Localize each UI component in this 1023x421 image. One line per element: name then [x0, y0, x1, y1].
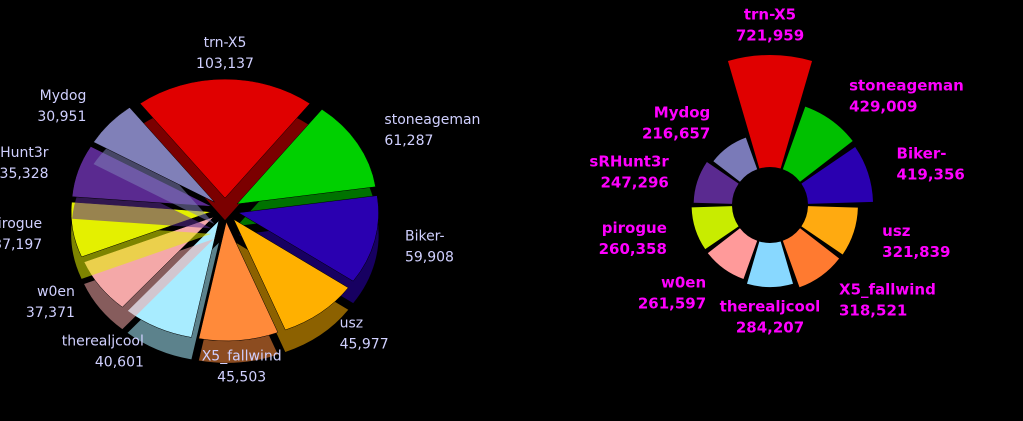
value-label: 429,009 — [849, 98, 917, 116]
value-label: 419,356 — [897, 165, 965, 183]
value-label: 45,977 — [340, 336, 389, 352]
value-label: 216,657 — [642, 124, 710, 142]
rose-slice — [782, 106, 853, 182]
value-label: 45,503 — [217, 370, 266, 386]
rose-slice — [727, 55, 813, 169]
pie-slice — [198, 221, 279, 342]
value-label: 35,328 — [0, 166, 49, 182]
slice-label: X5_fallwind — [202, 349, 282, 365]
value-label: 321,839 — [882, 243, 950, 261]
slice-label: sRHunt3r — [0, 145, 49, 161]
slice-label: pirogue — [0, 216, 42, 232]
pie-slice — [139, 78, 311, 199]
slice-label: Mydog — [654, 103, 710, 121]
slice-label: w0en — [37, 284, 75, 300]
slice-label: Biker- — [897, 144, 947, 162]
slice-label: trn-X5 — [744, 6, 796, 24]
value-label: 30,951 — [37, 109, 86, 125]
pie-slice — [93, 107, 215, 203]
slice-label: stoneageman — [849, 77, 964, 95]
value-label: 247,296 — [601, 174, 669, 192]
value-label: 260,358 — [599, 240, 667, 258]
rose-slice — [746, 241, 794, 288]
pie-slice — [236, 109, 376, 205]
pie-slice-side — [84, 238, 214, 330]
rose-slice — [801, 146, 874, 204]
value-label: 284,207 — [736, 319, 804, 337]
rose-slice — [801, 206, 858, 255]
slice-label: Biker- — [405, 228, 445, 244]
rose-slice — [713, 137, 758, 182]
rose-slice — [691, 206, 739, 250]
slice-label: sRHunt3r — [589, 153, 669, 171]
slice-label: stoneageman — [384, 112, 480, 128]
slice-label: trn-X5 — [204, 35, 247, 51]
value-label: 61,287 — [384, 133, 433, 149]
rose-slice — [693, 161, 739, 204]
value-label: 37,197 — [0, 237, 42, 253]
value-label: 721,959 — [736, 27, 804, 45]
pie-slice — [233, 218, 349, 331]
rose-slice — [707, 228, 758, 279]
slice-label: therealjcool — [720, 298, 821, 316]
value-label: 103,137 — [196, 56, 254, 72]
value-label: 261,597 — [638, 294, 706, 312]
value-label: 37,371 — [26, 305, 75, 321]
value-label: 59,908 — [405, 249, 454, 265]
value-label: 40,601 — [95, 354, 144, 370]
slice-label: Mydog — [40, 88, 87, 104]
slice-label: X5_fallwind — [839, 280, 936, 298]
value-label: 318,521 — [839, 301, 907, 319]
slice-label: therealjcool — [62, 333, 144, 349]
slice-label: w0en — [661, 273, 706, 291]
slice-label: usz — [882, 222, 911, 240]
rose-slice — [782, 228, 840, 288]
pie-slice — [237, 195, 379, 282]
slice-label: usz — [340, 315, 364, 331]
slice-label: pirogue — [602, 219, 667, 237]
